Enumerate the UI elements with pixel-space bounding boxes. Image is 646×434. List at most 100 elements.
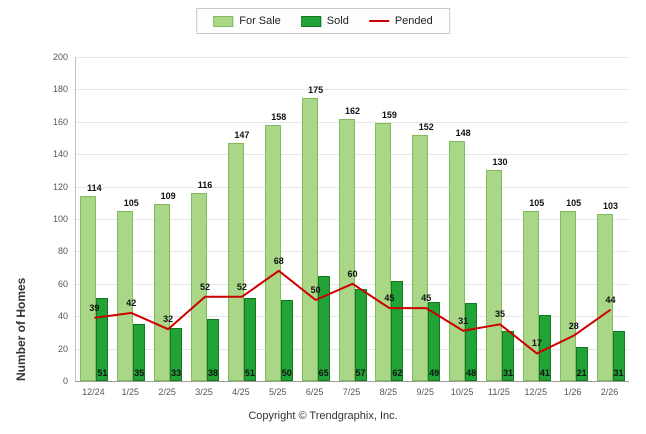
- y-tick-label: 180: [52, 84, 68, 95]
- sold-value-label: 31: [502, 368, 513, 378]
- y-tick-label: 0: [62, 376, 68, 386]
- x-tick-label: 9/25: [416, 387, 434, 397]
- x-tick-label: 12/25: [524, 387, 548, 397]
- for-sale-value-label: 175: [308, 84, 324, 95]
- y-tick-label: 120: [52, 181, 68, 192]
- sold-value-label: 35: [134, 368, 145, 378]
- x-tick-label: 11/25: [488, 387, 510, 397]
- for-sale-value-label: 105: [566, 197, 582, 208]
- sold-bar: [391, 280, 404, 381]
- gridline: [76, 89, 629, 91]
- y-tick-label: 100: [52, 214, 68, 224]
- x-tick-label: 2/26: [600, 387, 619, 397]
- gridline: [76, 57, 629, 58]
- sold-bar: [465, 303, 478, 381]
- x-tick-label: 1/26: [563, 387, 582, 397]
- sold-bar: [96, 298, 109, 381]
- x-tick-label: 3/25: [195, 387, 213, 397]
- pended-line: [94, 269, 612, 355]
- x-tick-label: 10/25: [450, 387, 474, 397]
- for-sale-bar: [375, 123, 392, 381]
- y-tick-label: 40: [57, 311, 68, 322]
- legend-label-pended: Pended: [394, 15, 433, 27]
- copyright-text: Copyright © Trendgraphix, Inc.: [248, 410, 398, 422]
- sold-bar: [575, 346, 588, 381]
- pended-line-swatch-icon: [368, 20, 389, 22]
- pended-value-label: 68: [273, 255, 284, 266]
- for-sale-bar: [522, 210, 539, 381]
- for-sale-bar: [412, 134, 429, 381]
- legend-item-pended: Pended: [368, 15, 433, 27]
- for-sale-swatch-icon: [213, 15, 234, 27]
- sold-value-label: 31: [613, 368, 624, 378]
- sold-bar: [317, 275, 330, 381]
- sold-value-label: 48: [466, 368, 477, 378]
- sold-value-label: 62: [392, 368, 403, 378]
- sold-value-label: 57: [355, 368, 366, 378]
- sold-value-label: 41: [539, 368, 550, 378]
- for-sale-value-label: 158: [271, 112, 287, 123]
- for-sale-value-label: 103: [603, 201, 619, 212]
- legend-item-sold: Sold: [300, 15, 349, 27]
- sold-bar: [428, 301, 441, 381]
- for-sale-bar: [596, 214, 613, 381]
- sold-bar: [170, 327, 183, 381]
- pended-value-label: 44: [605, 294, 616, 305]
- for-sale-bar: [154, 204, 171, 381]
- for-sale-value-label: 162: [344, 105, 360, 116]
- for-sale-value-label: 130: [492, 157, 508, 168]
- legend-label-sold: Sold: [326, 15, 349, 27]
- sold-value-label: 38: [208, 368, 219, 378]
- for-sale-value-label: 116: [197, 180, 213, 191]
- pended-value-label: 45: [421, 293, 432, 304]
- sold-value-label: 21: [576, 368, 587, 378]
- sold-value-label: 51: [244, 368, 255, 378]
- x-tick-label: 5/25: [268, 387, 287, 397]
- x-tick-label: 6/25: [305, 387, 324, 397]
- pended-value-label: 60: [347, 268, 358, 279]
- pended-value-label: 28: [568, 320, 579, 331]
- pended-value-label: 32: [163, 314, 174, 325]
- for-sale-value-label: 114: [87, 183, 102, 194]
- sold-value-label: 33: [171, 368, 182, 378]
- pended-value-label: 52: [236, 281, 247, 292]
- pended-value-label: 42: [126, 297, 137, 308]
- for-sale-value-label: 105: [529, 197, 545, 208]
- chart-legend: For Sale Sold Pended: [196, 8, 450, 34]
- x-axis-ticks: 12/24 1/25 2/25 3/25 4/25 5/25 6/25 7/25 8/25 9/2…: [75, 387, 628, 401]
- y-tick-label: 20: [57, 343, 68, 354]
- legend-item-for-sale: For Sale: [213, 15, 281, 27]
- x-tick-label: 4/25: [232, 387, 250, 397]
- y-axis-ticks: 0 20 40 60 80 100 120 140 160 180 200: [30, 52, 68, 386]
- for-sale-bar: [227, 142, 244, 381]
- pended-value-label: 45: [384, 293, 395, 304]
- sold-bar: [207, 319, 220, 381]
- x-tick-label: 1/25: [121, 387, 140, 397]
- pended-value-label: 17: [531, 338, 542, 349]
- legend-label-for-sale: For Sale: [239, 15, 281, 27]
- for-sale-value-label: 147: [234, 129, 250, 140]
- sold-value-label: 51: [97, 368, 108, 378]
- for-sale-bar: [117, 210, 134, 381]
- sold-bar: [280, 300, 293, 381]
- for-sale-bar: [301, 97, 318, 381]
- for-sale-value-label: 159: [381, 110, 397, 121]
- sold-bar: [133, 324, 146, 381]
- sold-value-label: 49: [429, 368, 440, 378]
- pended-value-label: 52: [200, 281, 211, 292]
- for-sale-bar: [559, 210, 576, 381]
- for-sale-bar: [264, 125, 281, 381]
- sold-swatch-icon: [300, 15, 321, 27]
- sold-bar: [612, 330, 625, 381]
- for-sale-bar: [338, 118, 355, 381]
- for-sale-bar: [191, 193, 208, 381]
- y-tick-label: 200: [52, 52, 68, 62]
- x-tick-label: 12/24: [82, 387, 105, 397]
- pended-value-label: 39: [89, 302, 100, 313]
- for-sale-value-label: 148: [455, 128, 471, 139]
- sold-bar: [243, 298, 256, 381]
- sold-value-label: 65: [318, 368, 329, 378]
- y-tick-label: 140: [52, 149, 68, 160]
- pended-value-label: 50: [310, 285, 321, 295]
- pended-value-label: 31: [458, 315, 469, 326]
